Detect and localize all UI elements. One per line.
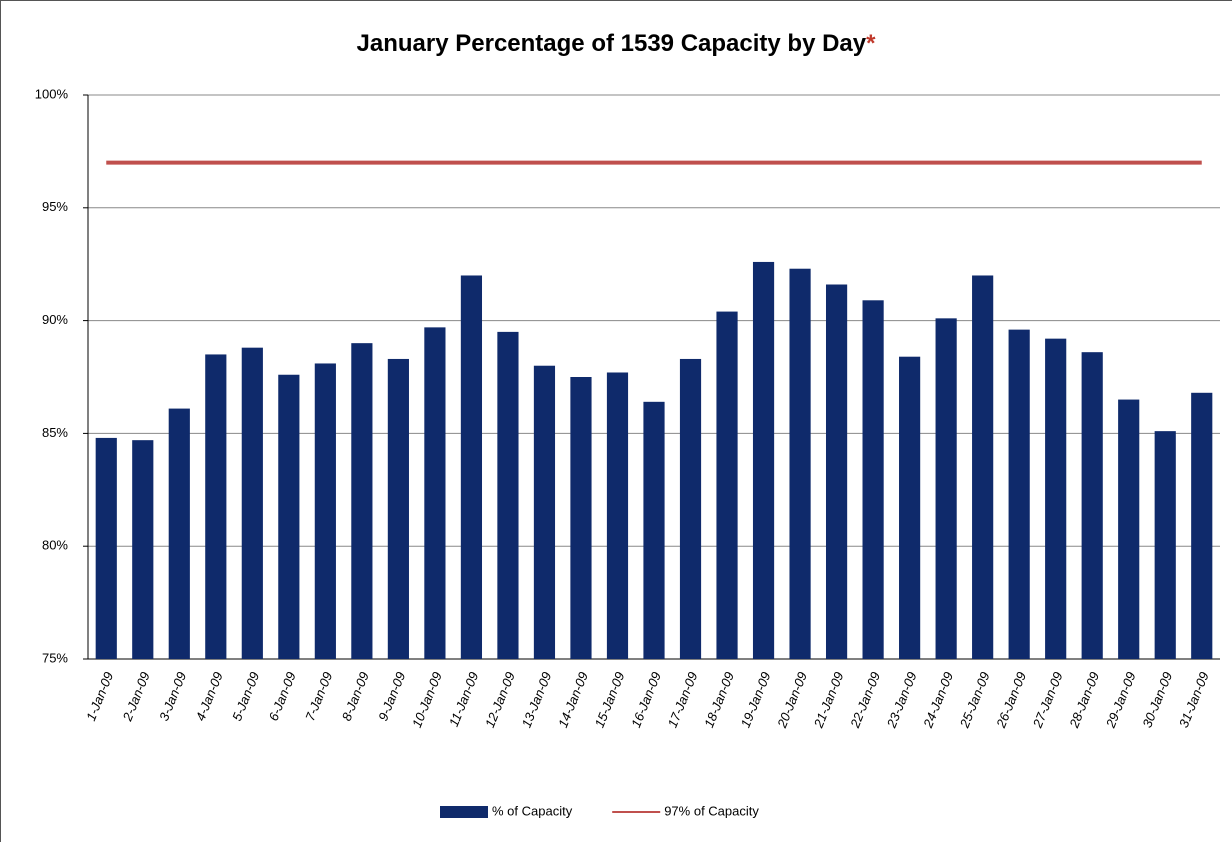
x-tick-label: 27-Jan-09 [1029, 670, 1065, 731]
x-tick-label: 18-Jan-09 [701, 670, 737, 730]
bar [716, 311, 738, 659]
bar [825, 284, 848, 659]
bar [1154, 431, 1176, 659]
bar [972, 275, 994, 659]
bar [387, 358, 409, 659]
legend-label: % of Capacity [492, 803, 573, 818]
x-tick-label: 7-Jan-09 [302, 670, 335, 723]
x-tick-label: 24-Jan-09 [920, 670, 956, 731]
bar [570, 377, 592, 659]
bar [643, 401, 665, 659]
bar [533, 365, 556, 659]
y-tick-label: 90% [42, 312, 68, 327]
x-tick-label: 17-Jan-09 [665, 670, 701, 730]
x-tick-label: 23-Jan-09 [883, 670, 919, 731]
x-tick-label: 1-Jan-09 [83, 670, 116, 723]
x-tick-label: 20-Jan-09 [774, 670, 810, 731]
title-text: January Percentage of 1539 Capacity by D… [357, 30, 867, 57]
y-tick-label: 85% [42, 425, 68, 440]
bar [205, 354, 227, 659]
x-tick-label: 30-Jan-09 [1139, 670, 1175, 730]
bar [606, 372, 629, 659]
bar [1191, 392, 1213, 659]
bar [752, 261, 775, 659]
bar [278, 374, 300, 659]
y-tick-label: 75% [42, 650, 68, 665]
x-tick-label: 8-Jan-09 [339, 670, 372, 723]
bar [351, 343, 373, 659]
legend-label: 97% of Capacity [664, 803, 759, 818]
y-tick-label: 80% [42, 538, 68, 553]
x-tick-label: 26-Jan-09 [993, 670, 1029, 731]
x-tick-label: 16-Jan-09 [628, 670, 664, 730]
bar [679, 358, 702, 659]
title-note: * [866, 30, 876, 57]
x-tick-label: 29-Jan-09 [1102, 670, 1138, 731]
x-tick-label: 21-Jan-09 [810, 670, 846, 731]
bar [789, 268, 811, 659]
bar [862, 300, 884, 659]
y-tick-label: 100% [35, 86, 69, 101]
bar [460, 275, 483, 659]
x-tick-label: 4-Jan-09 [193, 670, 226, 723]
x-tick-label: 11-Jan-09 [446, 670, 481, 729]
x-tick-label: 2-Jan-09 [119, 670, 153, 724]
x-tick-label: 13-Jan-09 [519, 670, 555, 730]
bar [168, 408, 190, 659]
x-tick-label: 6-Jan-09 [266, 670, 299, 723]
x-tick-label: 22-Jan-09 [847, 670, 883, 731]
x-tick-label: 10-Jan-09 [409, 670, 445, 730]
x-tick-label: 15-Jan-09 [592, 670, 628, 730]
x-tick-label: 14-Jan-09 [555, 670, 591, 730]
x-tick-label: 28-Jan-09 [1066, 670, 1102, 731]
x-tick-label: 19-Jan-09 [738, 670, 774, 730]
bar [935, 318, 957, 659]
legend-swatch [440, 806, 488, 818]
bar [132, 440, 154, 659]
x-tick-label: 12-Jan-09 [482, 670, 518, 730]
bar [1118, 399, 1140, 659]
y-tick-label: 95% [42, 199, 68, 214]
bar [899, 356, 921, 659]
x-tick-label: 31-Jan-09 [1176, 670, 1212, 730]
bar [424, 327, 446, 659]
bar [95, 437, 117, 659]
x-tick-label: 3-Jan-09 [156, 670, 189, 723]
bar [314, 363, 336, 659]
bar [1081, 352, 1103, 659]
bar [497, 331, 519, 659]
x-tick-label: 5-Jan-09 [229, 670, 262, 723]
bar [1008, 329, 1030, 659]
x-tick-label: 9-Jan-09 [375, 670, 408, 723]
x-tick-label: 25-Jan-09 [956, 670, 992, 731]
bar [1045, 338, 1067, 659]
bar [241, 347, 263, 659]
chart-title: January Percentage of 1539 Capacity by D… [357, 30, 877, 57]
